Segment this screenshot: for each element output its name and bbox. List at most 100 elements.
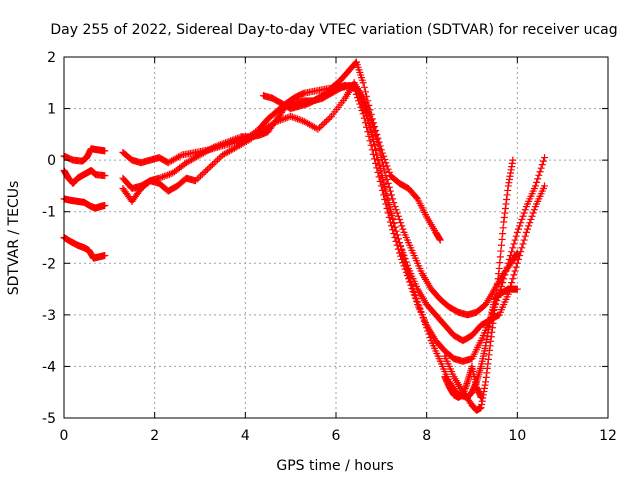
data-point — [384, 179, 392, 187]
data-point — [383, 192, 391, 200]
data-point — [280, 115, 288, 123]
data-point — [364, 115, 372, 123]
data-point — [403, 266, 411, 274]
data-point — [359, 102, 367, 110]
data-series — [119, 79, 358, 205]
data-point — [365, 132, 373, 140]
data-point — [290, 114, 298, 122]
data-point — [518, 215, 526, 223]
data-point — [371, 142, 379, 150]
data-series — [119, 58, 360, 167]
data-point — [409, 285, 417, 293]
data-series — [350, 84, 549, 365]
data-point — [503, 263, 511, 271]
data-point — [497, 282, 505, 290]
y-tick-label: -4 — [42, 359, 56, 375]
data-point — [275, 117, 283, 125]
data-series — [60, 195, 109, 212]
data-point — [292, 114, 300, 122]
data-point — [287, 112, 295, 120]
data-point — [159, 173, 167, 181]
data-point — [369, 137, 377, 145]
data-point — [350, 84, 358, 92]
data-point — [509, 156, 517, 164]
data-series — [352, 58, 444, 244]
data-point — [419, 314, 427, 322]
data-point — [534, 175, 542, 183]
data-point — [208, 144, 216, 152]
data-point — [299, 117, 307, 125]
data-point — [215, 141, 223, 149]
data-point — [405, 270, 413, 278]
data-point — [283, 114, 291, 122]
data-point — [358, 99, 366, 107]
data-point — [388, 191, 396, 199]
data-point — [504, 259, 512, 267]
data-point — [386, 218, 394, 226]
data-point — [505, 255, 513, 263]
data-point — [176, 152, 184, 160]
data-point — [425, 330, 433, 338]
data-point — [393, 209, 401, 217]
data-point — [193, 175, 201, 183]
data-series — [441, 362, 485, 401]
data-point — [513, 285, 521, 293]
data-point — [509, 275, 517, 283]
data-point — [392, 227, 400, 235]
data-point — [519, 240, 527, 248]
data-point — [293, 115, 301, 123]
data-point — [519, 212, 527, 220]
x-tick-label: 0 — [60, 428, 69, 444]
data-point — [521, 232, 529, 240]
data-points — [60, 58, 549, 414]
data-point — [412, 295, 420, 303]
data-point — [397, 243, 405, 251]
data-point — [364, 128, 372, 136]
data-point — [394, 235, 402, 243]
data-point — [230, 136, 238, 144]
data-point — [390, 219, 398, 227]
data-point — [531, 182, 539, 190]
data-point — [399, 225, 407, 233]
data-point — [525, 222, 533, 230]
data-point — [499, 279, 507, 287]
y-tick-label: 2 — [47, 50, 56, 66]
data-point — [389, 195, 397, 203]
y-tick-label: 1 — [47, 102, 56, 118]
data-point — [198, 170, 206, 178]
data-point — [101, 147, 109, 155]
data-point — [511, 236, 519, 244]
y-tick-label: -2 — [42, 256, 56, 272]
data-point — [205, 164, 213, 172]
data-point — [383, 204, 391, 212]
x-axis-title: GPS time / hours — [276, 458, 393, 474]
data-point — [423, 324, 431, 332]
data-point — [517, 248, 525, 256]
data-point — [517, 219, 525, 227]
data-point — [366, 124, 374, 132]
data-point — [200, 169, 208, 177]
data-point — [233, 134, 241, 142]
data-point — [366, 137, 374, 145]
data-series — [60, 234, 109, 262]
data-point — [384, 196, 392, 204]
data-point — [414, 298, 422, 306]
data-point — [377, 169, 385, 177]
data-point — [374, 155, 382, 163]
data-point — [516, 252, 524, 260]
data-point — [317, 122, 325, 130]
data-point — [232, 135, 240, 143]
data-point — [391, 203, 399, 211]
data-point — [160, 172, 168, 180]
data-point — [516, 222, 524, 230]
data-point — [319, 120, 327, 128]
data-point — [375, 173, 383, 181]
data-point — [406, 273, 414, 281]
data-point — [227, 137, 235, 145]
data-point — [210, 159, 218, 167]
data-point — [367, 141, 375, 149]
data-point — [385, 214, 393, 222]
data-point — [424, 327, 432, 335]
data-point — [514, 225, 522, 233]
data-point — [288, 113, 296, 121]
